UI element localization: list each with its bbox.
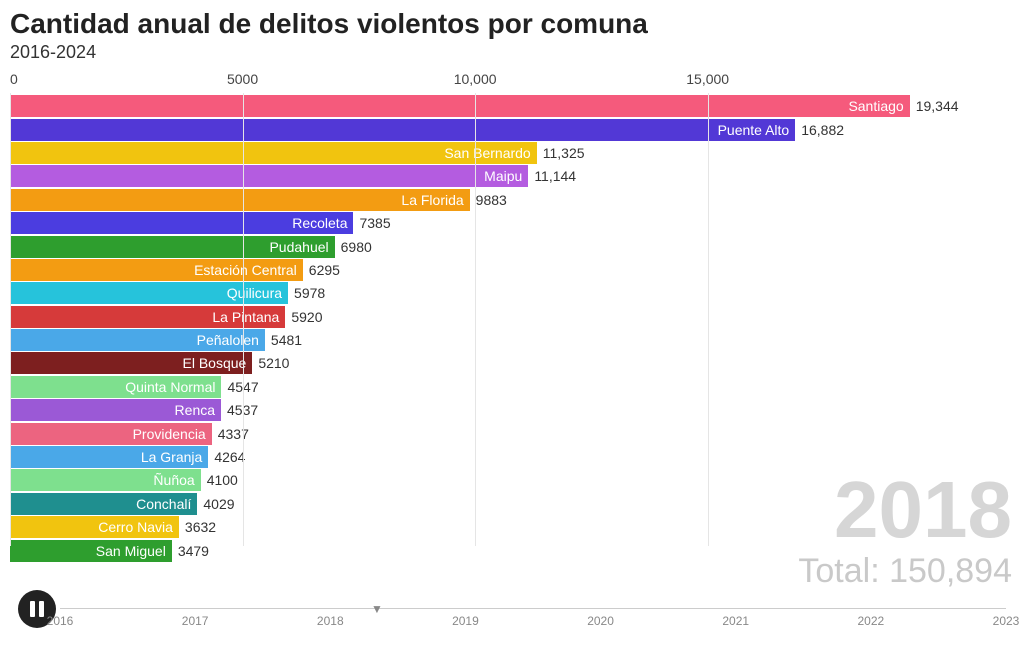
bar-value: 9883 [476, 192, 507, 208]
timeline-track [60, 608, 1006, 609]
bar-value: 3632 [185, 519, 216, 535]
bar-value: 6295 [309, 262, 340, 278]
bar-label: Quinta Normal [125, 379, 215, 395]
bar-label: Providencia [133, 426, 206, 442]
bar-value: 5481 [271, 332, 302, 348]
bar: La Pintana [10, 306, 285, 328]
bar: San Miguel [10, 540, 172, 562]
bar-row: Santiago 19,344 [10, 95, 1010, 117]
bar-row: Maipu 11,144 [10, 165, 1010, 187]
bar: Quilicura [10, 282, 288, 304]
bar-value: 4337 [218, 426, 249, 442]
bar-row: Pudahuel 6980 [10, 235, 1010, 257]
axis-tick-label: 15,000 [686, 71, 729, 87]
chart-container: Cantidad anual de delitos violentos por … [0, 0, 1020, 650]
bar-value: 5978 [294, 285, 325, 301]
bar-value: 16,882 [801, 122, 844, 138]
bar: Puente Alto [10, 119, 795, 141]
bar-row: El Bosque 5210 [10, 352, 1010, 374]
bar-label: Conchalí [136, 496, 191, 512]
bar-row: Quilicura 5978 [10, 282, 1010, 304]
bar: Recoleta [10, 212, 353, 234]
bar: San Bernardo [10, 142, 537, 164]
bar-row: Providencia 4337 [10, 422, 1010, 444]
bar-value: 6980 [341, 239, 372, 255]
bar-row: Puente Alto 16,882 [10, 118, 1010, 140]
bar-label: Estación Central [194, 262, 297, 278]
bar-row: Peñalolen 5481 [10, 329, 1010, 351]
bar: La Florida [10, 189, 470, 211]
bar-label: Maipu [484, 168, 522, 184]
timeline-year-label: 2019 [452, 614, 479, 628]
timeline-current-marker[interactable]: ▼ [371, 602, 383, 616]
bar: Conchalí [10, 493, 197, 515]
timeline-year-label: 2022 [857, 614, 884, 628]
bar-row: San Bernardo 11,325 [10, 142, 1010, 164]
axis-tick-label: 10,000 [454, 71, 497, 87]
chart-title: Cantidad anual de delitos violentos por … [10, 8, 1010, 40]
bar-label: Santiago [848, 98, 903, 114]
bar-label: Quilicura [227, 285, 282, 301]
bar-row: La Pintana 5920 [10, 306, 1010, 328]
timeline-year-label: 2017 [182, 614, 209, 628]
bar-label: Ñuñoa [153, 472, 194, 488]
bar: Maipu [10, 165, 528, 187]
gridline [475, 93, 476, 546]
bar: Providencia [10, 423, 212, 445]
bar-row: Estación Central 6295 [10, 259, 1010, 281]
gridline [10, 93, 11, 546]
bar-label: La Pintana [212, 309, 279, 325]
bar: Renca [10, 399, 221, 421]
bar-label: La Granja [141, 449, 202, 465]
timeline[interactable]: 20162017201820192020202120222023▼ [60, 600, 1006, 640]
bar-row: Recoleta 7385 [10, 212, 1010, 234]
bar: Cerro Navia [10, 516, 179, 538]
bar-value: 11,325 [543, 145, 585, 161]
bar-value: 4029 [203, 496, 234, 512]
bar-row: Renca4537 [10, 399, 1010, 421]
bar-row: Quinta Normal4547 [10, 376, 1010, 398]
bar-label: Peñalolen [197, 332, 259, 348]
bar: Estación Central [10, 259, 303, 281]
chart-subtitle: 2016-2024 [10, 42, 1010, 63]
total-watermark: Total: 150,894 [798, 554, 1012, 588]
bar: La Granja [10, 446, 208, 468]
bar-value: 5920 [291, 309, 322, 325]
gridline [708, 93, 709, 546]
bar: Quinta Normal [10, 376, 221, 398]
bar-label: San Miguel [96, 543, 166, 559]
bar: El Bosque [10, 352, 252, 374]
bar-label: La Florida [401, 192, 463, 208]
bar-label: Recoleta [292, 215, 347, 231]
bar: Pudahuel [10, 236, 335, 258]
bar-value: 7385 [359, 215, 390, 231]
timeline-year-label: 2021 [722, 614, 749, 628]
axis-tick-label: 5000 [227, 71, 258, 87]
bar-label: Puente Alto [718, 122, 790, 138]
axis-tick-label: 0 [10, 71, 18, 87]
bar-value: 4100 [207, 472, 238, 488]
bar: Santiago [10, 95, 910, 117]
bar-value: 5210 [258, 355, 289, 371]
pause-icon [30, 601, 44, 617]
bar-value: 19,344 [916, 98, 959, 114]
bar-value: 3479 [178, 543, 209, 559]
bar-label: El Bosque [182, 355, 246, 371]
timeline-year-label: 2016 [47, 614, 74, 628]
gridline [243, 93, 244, 546]
bar-label: Renca [175, 402, 215, 418]
bar-label: Cerro Navia [98, 519, 173, 535]
bar-label: Pudahuel [269, 239, 328, 255]
timeline-year-label: 2023 [993, 614, 1020, 628]
bar-label: San Bernardo [444, 145, 530, 161]
year-watermark: 2018 [834, 470, 1012, 550]
bar-value: 11,144 [534, 168, 576, 184]
bar: Ñuñoa [10, 469, 201, 491]
bar-value: 4264 [214, 449, 245, 465]
bar-row: La Florida 9883 [10, 189, 1010, 211]
timeline-year-label: 2018 [317, 614, 344, 628]
timeline-year-label: 2020 [587, 614, 614, 628]
bar: Peñalolen [10, 329, 265, 351]
